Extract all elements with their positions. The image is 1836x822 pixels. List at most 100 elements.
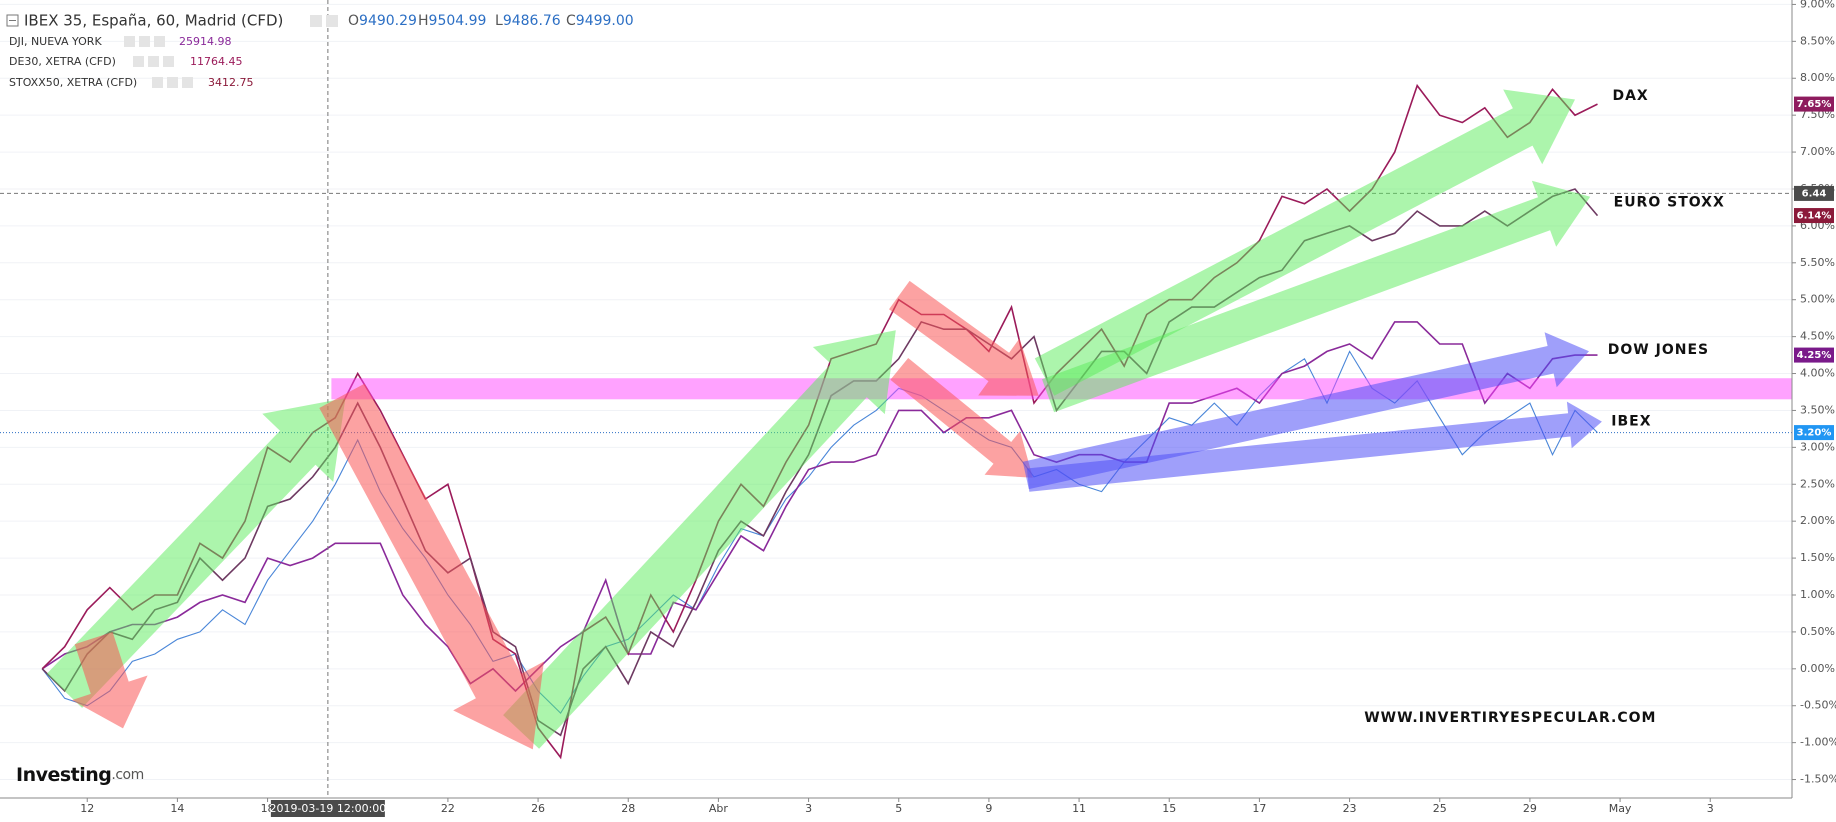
arrow [71,632,148,729]
legend-icon[interactable] [133,56,144,67]
series-line [41,350,1598,714]
x-tick-label: 12 [80,802,94,815]
legend-ohlc: L9486.76 [495,13,561,29]
ohlc-label: H [418,13,429,29]
y-tick-label: 5.50% [1800,256,1835,269]
legend-icon[interactable] [167,77,178,88]
annotation: IBEX [1611,414,1651,430]
y-tick-label: -1.00% [1800,736,1836,749]
arrow [319,383,544,750]
crosshair-value-label: 6.44 [1802,188,1827,199]
legend-icon[interactable] [154,36,165,47]
x-tick-label: 3 [1707,802,1714,815]
legend-ohlc: C9499.00 [566,13,634,29]
arrow [890,358,1033,478]
legend-icon[interactable] [152,77,163,88]
legend-icon[interactable] [310,15,322,27]
ohlc-value: 9499.00 [576,13,634,29]
x-tick-label: 11 [1072,802,1086,815]
x-tick-label: 15 [1162,802,1176,815]
y-tick-label: 0.50% [1800,625,1835,638]
legend-icon[interactable] [326,15,338,27]
ohlc-value: 9490.29 [359,13,417,29]
y-tick-label: 2.00% [1800,514,1835,527]
legend-icon[interactable] [163,56,174,67]
crosshair-time-label: 2019-03-19 12:00:00 [269,802,386,815]
x-tick-label: 5 [895,802,902,815]
last-value-badge [1794,347,1834,363]
last-value-label: 4.25% [1797,350,1832,361]
x-tick-label: 3 [805,802,812,815]
ohlc-value: 9486.76 [503,13,561,29]
y-tick-label: -1.50% [1800,773,1836,786]
x-tick-label: 23 [1343,802,1357,815]
x-tick-label: 25 [1433,802,1447,815]
legend-icon[interactable] [182,77,193,88]
y-tick-label: 8.00% [1800,71,1835,84]
legend-symbol: DE30, XETRA (CFD) [9,55,116,68]
x-tick-label: 17 [1252,802,1266,815]
annotation: EURO STOXX [1614,195,1725,211]
legend-price: 11764.45 [190,55,243,68]
collapse-icon[interactable] [6,14,19,27]
x-tick-label: May [1609,802,1632,815]
legend-symbol: DJI, NUEVA YORK [9,35,102,48]
last-value-label: 3.20% [1797,428,1832,439]
arrow [1026,401,1602,492]
logo-text: Investing [16,764,111,786]
x-tick-label: 14 [170,802,184,815]
series-line [41,321,1598,693]
legend-price: 3412.75 [208,76,254,89]
last-value-label: 6.14% [1797,211,1832,222]
legend-ohlc: H9504.99 [418,13,486,29]
grid [0,3,1792,781]
y-tick-label: 0.00% [1800,662,1835,675]
arrow [503,330,896,749]
arrow [1034,89,1575,396]
x-tick-label: Abr [709,802,729,815]
crosshair-time-badge [270,800,385,817]
annotation: DAX [1612,88,1648,104]
y-tick-label: 9.00% [1800,0,1835,10]
legend-price: 25914.98 [179,35,232,48]
last-value-badge [1794,96,1834,112]
y-tick-label: 3.50% [1800,403,1835,416]
y-tick-label: 3.00% [1800,440,1835,453]
logo-suffix: .com [111,767,143,783]
legend-main-symbol: IBEX 35, España, 60, Madrid (CFD) [24,12,283,30]
y-tick-label: 8.50% [1800,34,1835,47]
arrow [1022,332,1589,490]
x-tick-label: 29 [1523,802,1537,815]
arrow [889,280,1039,396]
x-tick-label: 9 [985,802,992,815]
last-value-badge [1794,208,1834,224]
last-value-label: 7.65% [1797,99,1832,110]
last-value-badge [1794,425,1834,441]
x-tick-label: 26 [531,802,545,815]
y-tick-label: 4.00% [1800,367,1835,380]
legend-ohlc: O9490.29 [348,13,417,29]
legend-icon[interactable] [139,36,150,47]
y-tick-label: 7.00% [1800,145,1835,158]
ohlc-label: C [566,13,576,29]
x-tick-label: 28 [621,802,635,815]
y-tick-label: 2.50% [1800,477,1835,490]
ohlc-label: L [495,13,503,29]
legend: IBEX 35, España, 60, Madrid (CFD) O9490.… [6,12,634,89]
annotation: WWW.INVERTIRYESPECULAR.COM [1364,710,1656,726]
ohlc-label: O [348,13,359,29]
legend-icon[interactable] [148,56,159,67]
overlay: DAX EURO STOXX DOW JONES IBEX WWW.INVERTIRYE… [0,0,1792,798]
legend-icon[interactable] [124,36,135,47]
logo: Investing.com [16,764,144,786]
legend-symbol: STOXX50, XETRA (CFD) [9,76,137,89]
crosshair-value-badge [1794,185,1834,201]
x-tick-label: 22 [441,802,455,815]
ohlc-value: 9504.99 [429,13,487,29]
y-tick-label: -0.50% [1800,699,1836,712]
y-tick-label: 5.00% [1800,293,1835,306]
arrow [1042,180,1591,413]
annotation: DOW JONES [1608,342,1709,358]
